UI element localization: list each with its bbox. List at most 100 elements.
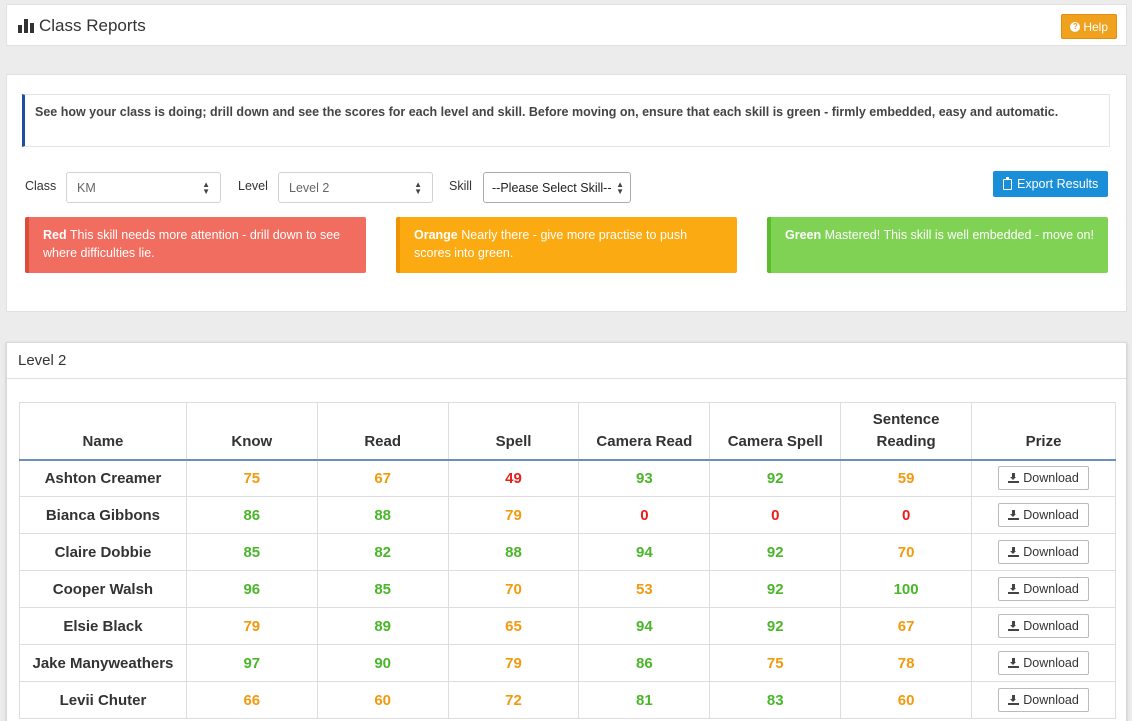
score-cell: 85 [316, 570, 449, 608]
legend-text: Nearly there - give more practise to pus… [414, 228, 688, 260]
clipboard-icon [1003, 176, 1012, 190]
column-header-camera-spell: Camera Spell [709, 402, 842, 461]
score-cell: 94 [578, 533, 711, 571]
download-button[interactable]: Download [998, 540, 1089, 564]
class-select[interactable]: KM ▲ ▼ [66, 172, 221, 203]
score-cell: 83 [709, 681, 842, 719]
download-icon [1008, 547, 1020, 557]
skill-select[interactable]: --Please Select Skill-- ▲ ▼ [483, 172, 631, 203]
export-results-button[interactable]: Export Results [993, 171, 1109, 197]
table-row: Levii Chuter 66 60 72 81 83 60 Download [19, 681, 1116, 719]
results-title: Level 2 [7, 343, 1126, 379]
score-cell: 96 [185, 570, 318, 608]
filters-panel: See how your class is doing; drill down … [6, 74, 1127, 312]
bar-chart-icon [18, 19, 34, 33]
table-row: Cooper Walsh 96 85 70 53 92 100 Download [19, 570, 1116, 608]
page-title-text: Class Reports [39, 16, 146, 35]
score-cell: 59 [840, 459, 973, 497]
score-cell: 72 [447, 681, 580, 719]
download-button[interactable]: Download [998, 651, 1089, 675]
score-cell: 79 [447, 644, 580, 682]
score-cell: 0 [840, 496, 973, 534]
help-button-label: Help [1083, 19, 1108, 34]
score-cell: 97 [185, 644, 318, 682]
score-cell: 90 [316, 644, 449, 682]
score-cell: 70 [840, 533, 973, 571]
page-title: Class Reports [18, 16, 146, 36]
table-row: Claire Dobbie 85 82 88 94 92 70 Download [19, 533, 1116, 571]
export-results-label: Export Results [1017, 177, 1099, 191]
prize-cell: Download [971, 607, 1116, 645]
column-header-sentence-reading: Sentence Reading [840, 402, 973, 461]
download-icon [1008, 621, 1020, 631]
prize-cell: Download [971, 681, 1116, 719]
prize-cell: Download [971, 496, 1116, 534]
column-header-read: Read [316, 402, 449, 461]
score-cell: 79 [447, 496, 580, 534]
download-button[interactable]: Download [998, 466, 1089, 491]
score-cell: 88 [447, 533, 580, 571]
student-name: Jake Manyweathers [19, 644, 187, 682]
score-cell: 86 [578, 644, 711, 682]
student-name: Elsie Black [19, 607, 187, 645]
score-cell: 60 [840, 681, 973, 719]
table-row: Jake Manyweathers 97 90 79 86 75 78 Download [19, 644, 1116, 682]
page-header: Class Reports ? Help [6, 4, 1127, 46]
table-row: Elsie Black 79 89 65 94 92 67 Download [19, 607, 1116, 645]
level-label: Level [238, 179, 268, 193]
legend-orange: Orange Nearly there - give more practise… [396, 217, 737, 273]
legend-text: Mastered! This skill is well embedded - … [824, 228, 1094, 242]
score-cell: 53 [578, 570, 711, 608]
legend-text: This skill needs more attention - drill … [43, 228, 341, 260]
column-header-camera-read: Camera Read [578, 402, 711, 461]
student-name: Claire Dobbie [19, 533, 187, 571]
column-header-name: Name [19, 402, 187, 461]
column-header-know: Know [185, 402, 318, 461]
question-circle-icon: ? [1070, 21, 1081, 32]
level-select-value: Level 2 [289, 180, 330, 195]
intro-callout: See how your class is doing; drill down … [22, 94, 1110, 147]
prize-cell: Download [971, 570, 1116, 608]
score-cell: 0 [709, 496, 842, 534]
select-arrows-icon: ▲ ▼ [414, 179, 422, 196]
score-cell: 78 [840, 644, 973, 682]
score-cell: 88 [316, 496, 449, 534]
table-row: Ashton Creamer 75 67 49 93 92 59 Download [19, 459, 1116, 497]
score-cell: 100 [840, 570, 973, 608]
prize-cell: Download [971, 533, 1116, 571]
download-button[interactable]: Download [998, 688, 1089, 712]
download-label: Download [1023, 693, 1079, 707]
prize-cell: Download [971, 459, 1116, 497]
results-panel: Level 2 Name Know Read Spell Camera Read… [6, 342, 1127, 721]
student-name: Levii Chuter [19, 681, 187, 719]
download-label: Download [1023, 545, 1079, 559]
download-icon [1008, 695, 1020, 705]
score-cell: 65 [447, 607, 580, 645]
download-icon [1008, 658, 1020, 668]
score-cell: 85 [185, 533, 318, 571]
download-button[interactable]: Download [998, 614, 1089, 638]
level-select[interactable]: Level 2 ▲ ▼ [278, 172, 433, 203]
prize-cell: Download [971, 644, 1116, 682]
class-label: Class [25, 179, 57, 193]
download-button[interactable]: Download [998, 503, 1089, 527]
download-label: Download [1023, 619, 1079, 633]
select-arrows-icon: ▲ ▼ [616, 179, 624, 196]
download-label: Download [1023, 656, 1079, 670]
table-row: Bianca Gibbons 86 88 79 0 0 0 Download [19, 496, 1116, 534]
skill-select-value: --Please Select Skill-- [492, 180, 612, 195]
help-button[interactable]: ? Help [1061, 14, 1117, 39]
score-cell: 81 [578, 681, 711, 719]
download-icon [1008, 510, 1020, 520]
legend-green: Green Mastered! This skill is well embed… [767, 217, 1108, 273]
score-cell: 92 [709, 570, 842, 608]
score-cell: 66 [185, 681, 318, 719]
download-icon [1008, 584, 1020, 594]
student-name: Cooper Walsh [19, 570, 187, 608]
score-cell: 75 [185, 459, 318, 497]
download-icon [1008, 473, 1020, 484]
skill-label: Skill [449, 179, 472, 193]
results-table: Name Know Read Spell Camera Read Camera … [19, 402, 1116, 719]
score-cell: 67 [840, 607, 973, 645]
download-button[interactable]: Download [998, 577, 1089, 601]
